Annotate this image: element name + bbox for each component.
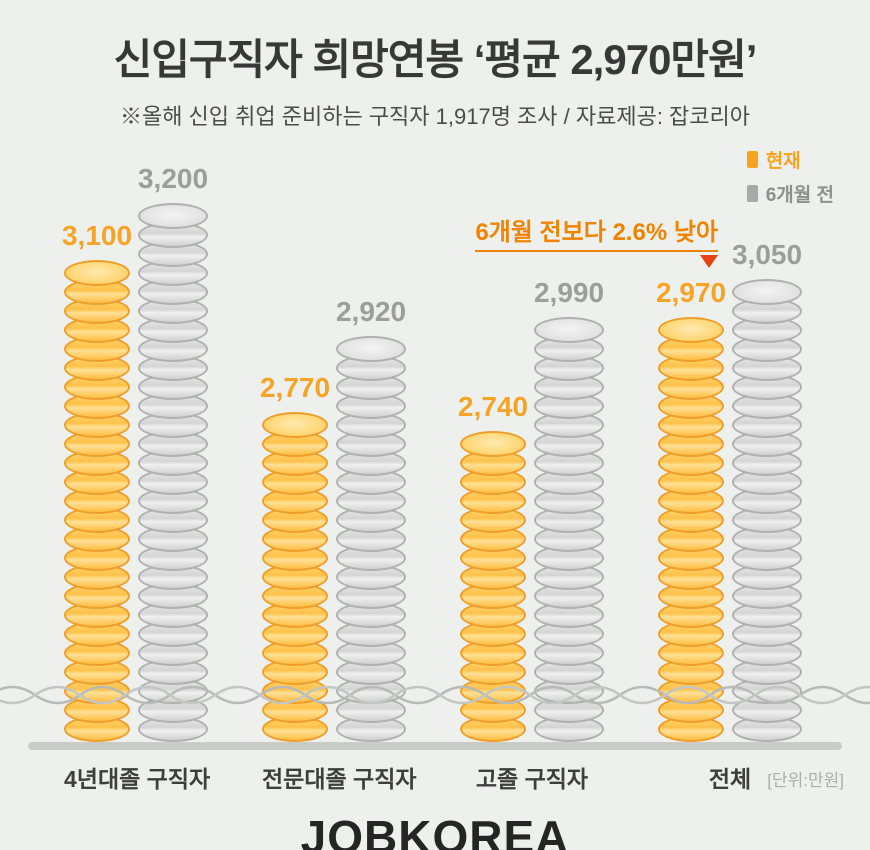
bar-value-label: 2,970 [655,277,727,308]
legend-swatch-current-icon [746,151,758,168]
coin-stack-current: 2,970 [656,277,726,742]
coin [534,317,604,343]
bar-value-label: 3,200 [137,163,209,194]
bar-group-3: 2,740 2,990 [458,277,604,742]
coin [64,488,130,514]
legend-swatch-previous-icon [746,185,758,202]
coin [732,279,802,305]
coin-stack-current: 2,770 [260,372,330,742]
legend-label-current: 현재 [765,151,801,172]
coin-stack-current: 3,100 [62,220,132,742]
coin [64,260,130,286]
coin [336,526,406,552]
bar-group-2: 2,770 2,920 [260,296,406,742]
page-title: 신입구직자 희망연봉 ‘평균 2,970만원’ [113,36,758,83]
category-row: 4년대졸 구직자 전문대졸 구직자 고졸 구직자 전체 [단위:만원] [0,760,870,794]
legend-item-previous: 6개월 전 [746,180,834,207]
coin [658,317,724,343]
bar-value-label: 3,100 [61,220,133,251]
page-subtitle: ※올해 신입 취업 준비하는 구직자 1,917명 조사 / 자료제공: 잡코리… [119,104,751,129]
bar-value-label: 2,740 [457,391,529,422]
bar-value-label: 2,770 [259,372,331,403]
coin [138,203,208,229]
coin-stack-previous: 2,990 [534,277,604,742]
category-label: 전체 [708,766,752,792]
jobkorea-logo: JOBKOREA [300,811,570,850]
coin [460,431,526,457]
category-label: 고졸 구직자 [475,766,589,792]
baseline-axis [28,742,842,750]
coin-stack-current: 2,740 [458,391,528,742]
coin [658,507,724,533]
coin-stack-previous: 2,920 [336,296,406,742]
coin [262,431,328,457]
coin-bar-chart: 3,100 3,200 2,770 2,920 2,740 2,990 2,970 3,050… [0,163,870,794]
bar-value-label: 2,990 [533,277,605,308]
annotation: 6개월 전보다 2.6% 낮아 [475,212,718,268]
coin [534,545,604,571]
unit-label: [단위:만원] [767,771,844,790]
chart-groups: 3,100 3,200 2,770 2,920 2,740 2,990 2,970 3,050 [0,163,870,742]
coin [262,412,328,438]
coin [336,507,406,533]
coin [336,336,406,362]
category-label: 전문대졸 구직자 [262,766,417,792]
bar-value-label: 3,050 [731,239,803,270]
bar-value-label: 2,920 [335,296,407,327]
legend: 현재 6개월 전 [746,146,834,207]
legend-item-current: 현재 [746,146,834,173]
bar-group-1: 3,100 3,200 [62,163,208,742]
coin [460,621,526,647]
legend-label-previous: 6개월 전 [765,185,834,206]
category-label: 4년대졸 구직자 [64,766,211,792]
coin-stack-previous: 3,050 [732,239,802,742]
down-arrow-icon [700,255,718,268]
bar-group-4: 2,970 3,050 [656,239,802,742]
coin-stack-previous: 3,200 [138,163,208,742]
